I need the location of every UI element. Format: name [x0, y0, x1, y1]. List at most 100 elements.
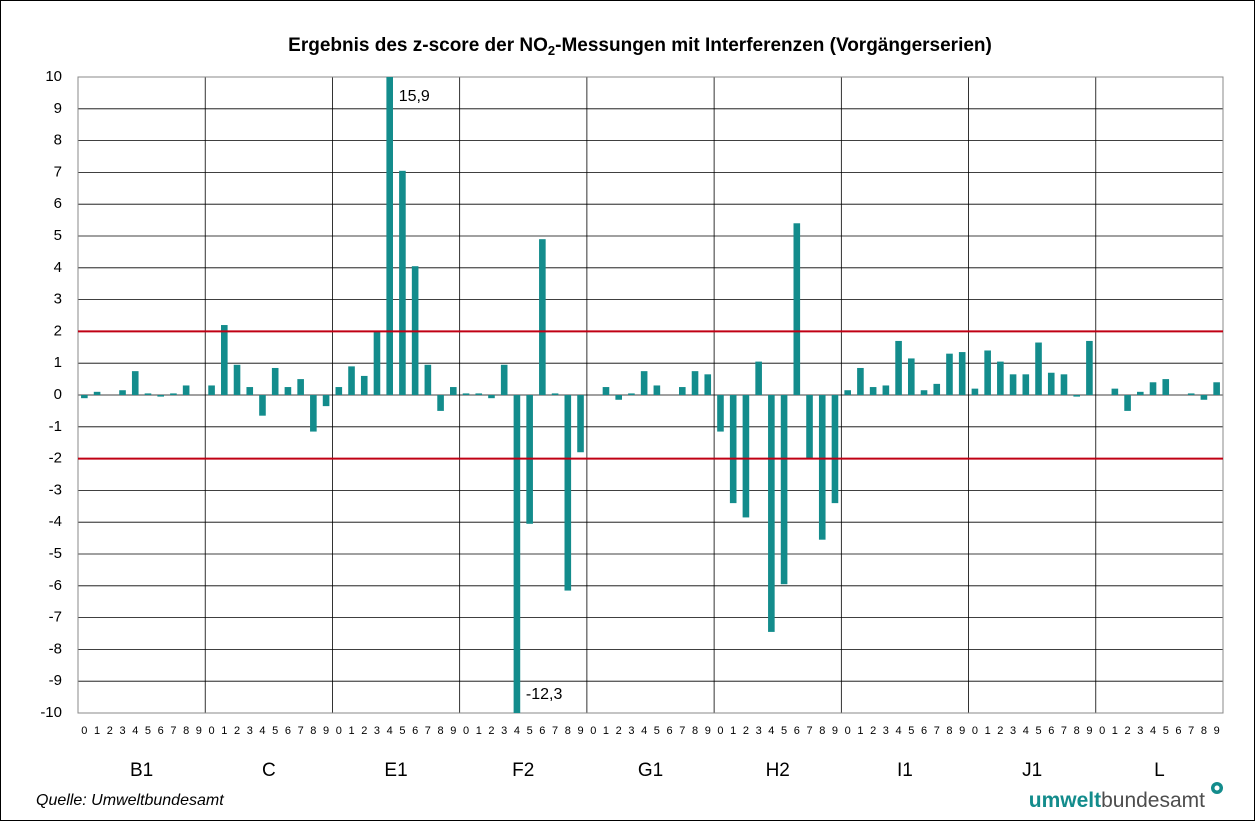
bar [157, 395, 164, 397]
title-part: Ergebnis des z-score der NO [288, 35, 548, 56]
x-tick-label: 7 [1061, 725, 1067, 737]
x-tick-label: 2 [870, 725, 876, 737]
plot-border [77, 76, 1224, 714]
x-tick-label: 2 [997, 725, 1003, 737]
y-tick-label: -3 [49, 481, 62, 498]
x-tick-label: 8 [1201, 725, 1207, 737]
group-label: J1 [1022, 760, 1042, 781]
group-label: H2 [766, 760, 790, 781]
bar [208, 385, 215, 395]
value-label: -12,3 [526, 686, 563, 703]
x-tick-label: 7 [552, 725, 558, 737]
x-tick-label: 9 [450, 725, 456, 737]
bar [144, 393, 152, 395]
bar [437, 395, 444, 411]
x-tick-label: 2 [234, 725, 240, 737]
x-tick-label: 8 [819, 725, 825, 737]
y-tick-label: 6 [54, 195, 62, 212]
y-tick-label: -7 [49, 609, 62, 626]
bar [704, 374, 712, 395]
bar [93, 391, 101, 395]
bar [908, 358, 915, 395]
bar [1149, 382, 1157, 395]
y-tick-label: -8 [49, 640, 62, 657]
bar [513, 395, 521, 713]
x-tick-label: 5 [272, 725, 278, 737]
x-tick-label: 5 [399, 725, 405, 737]
x-tick-label: 8 [183, 725, 189, 737]
bar [818, 395, 826, 540]
x-tick-label: 0 [209, 725, 215, 737]
bar [933, 383, 941, 395]
x-tick-label: 1 [603, 725, 609, 737]
x-tick-label: 5 [908, 725, 914, 737]
bar [246, 387, 254, 395]
x-tick-label: 6 [921, 725, 927, 737]
x-tick-label: 8 [946, 725, 952, 737]
x-tick-label: 5 [654, 725, 660, 737]
group-label: F2 [512, 760, 534, 781]
x-tick-label: 3 [1137, 725, 1143, 737]
x-tick-label: 1 [857, 725, 863, 737]
chart-title: Ergebnis des z-score der NO2-Messungen m… [288, 35, 992, 58]
x-tick-label: 6 [1048, 725, 1054, 737]
bar [882, 385, 890, 395]
bar [1162, 379, 1170, 395]
bar [971, 388, 979, 395]
bar [119, 390, 126, 395]
bar [602, 387, 610, 395]
x-tick-label: 9 [832, 725, 838, 737]
bar [373, 331, 381, 395]
x-tick-label: 5 [1035, 725, 1041, 737]
bar [399, 170, 406, 395]
x-tick-label: 4 [768, 725, 774, 737]
group-label: C [262, 760, 276, 781]
bar [284, 387, 292, 395]
x-tick-label: 9 [577, 725, 583, 737]
title-subscript: 2 [548, 43, 555, 58]
bar [997, 361, 1004, 395]
x-tick-label: 9 [1214, 725, 1220, 737]
bar [131, 371, 139, 395]
bar [221, 325, 228, 395]
bar [1022, 374, 1030, 395]
x-tick-label: 1 [985, 725, 991, 737]
bar [475, 393, 483, 395]
bar [360, 375, 368, 395]
overlay: 15,9 -12,3 [78, 88, 1223, 703]
y-tick-label: 3 [54, 291, 62, 308]
x-tick-label: 0 [336, 725, 342, 737]
bar [958, 352, 966, 395]
bar [1187, 393, 1195, 395]
logo: umweltbundesamt [1029, 789, 1205, 812]
x-tick-label: 3 [756, 725, 762, 737]
x-tick-label: 2 [107, 725, 113, 737]
x-tick-label: 0 [972, 725, 978, 737]
group-label: I1 [897, 760, 913, 781]
y-tick-label: 4 [54, 259, 62, 276]
bar [1035, 342, 1042, 395]
bar [793, 223, 801, 395]
x-tick-label: 3 [501, 725, 507, 737]
bar [1137, 391, 1144, 395]
x-tick-label: 3 [883, 725, 889, 737]
title-part: -Messungen mit Interferenzen (Vorgängers… [555, 35, 992, 56]
x-tick-label: 9 [323, 725, 329, 737]
x-tick-label: 0 [1099, 725, 1105, 737]
x-tick-label: 2 [743, 725, 749, 737]
bar [768, 395, 775, 632]
bar [322, 395, 330, 407]
x-tick-label: 1 [730, 725, 736, 737]
bar [182, 385, 190, 395]
x-tick-label: 5 [1163, 725, 1169, 737]
bar [755, 361, 762, 395]
bar [1047, 372, 1055, 395]
bar [615, 395, 622, 400]
bar [1111, 388, 1119, 395]
x-tick-label: 6 [285, 725, 291, 737]
x-tick-label: 8 [565, 725, 571, 737]
x-tick-label: 2 [488, 725, 494, 737]
x-tick-label: 4 [132, 725, 138, 737]
bar [869, 387, 877, 395]
